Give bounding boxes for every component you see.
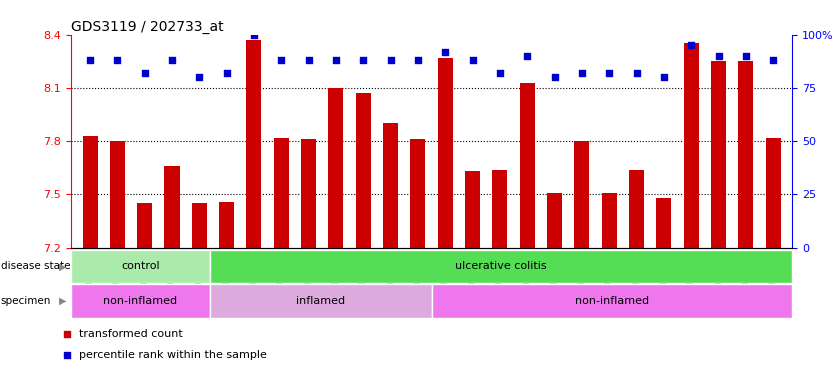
Text: disease state: disease state bbox=[1, 262, 70, 271]
Bar bbox=[601, 193, 616, 248]
Point bbox=[193, 74, 206, 80]
Point bbox=[439, 48, 452, 55]
Point bbox=[411, 57, 425, 63]
Point bbox=[493, 70, 506, 76]
Bar bbox=[410, 139, 425, 248]
Text: non-inflamed: non-inflamed bbox=[103, 296, 178, 306]
Bar bbox=[383, 123, 398, 248]
Point bbox=[357, 57, 370, 63]
Point bbox=[165, 57, 178, 63]
Text: transformed count: transformed count bbox=[79, 329, 183, 339]
Text: ▶: ▶ bbox=[59, 296, 67, 306]
Text: GDS3119 / 202733_at: GDS3119 / 202733_at bbox=[71, 20, 224, 33]
Bar bbox=[520, 83, 535, 248]
Point bbox=[548, 74, 561, 80]
Point bbox=[630, 70, 643, 76]
Point bbox=[766, 57, 780, 63]
Bar bbox=[766, 137, 781, 248]
Bar bbox=[575, 141, 590, 248]
Text: percentile rank within the sample: percentile rank within the sample bbox=[79, 350, 267, 360]
Bar bbox=[465, 171, 480, 248]
Point bbox=[520, 53, 534, 59]
Bar bbox=[492, 170, 507, 248]
Bar bbox=[209, 250, 792, 283]
Bar bbox=[329, 88, 344, 248]
Point bbox=[384, 57, 397, 63]
Bar bbox=[164, 166, 179, 248]
Bar bbox=[110, 141, 125, 248]
Bar bbox=[356, 93, 371, 248]
Point bbox=[466, 57, 480, 63]
Bar bbox=[247, 40, 262, 248]
Point bbox=[248, 31, 261, 38]
Point bbox=[329, 57, 343, 63]
Point bbox=[111, 57, 124, 63]
Bar bbox=[432, 284, 792, 318]
Point bbox=[60, 352, 73, 358]
Bar bbox=[738, 61, 753, 248]
Bar bbox=[684, 43, 699, 248]
Bar bbox=[219, 202, 234, 248]
Point bbox=[83, 57, 97, 63]
Bar bbox=[83, 136, 98, 248]
Point bbox=[657, 74, 671, 80]
Text: inflamed: inflamed bbox=[296, 296, 345, 306]
Bar bbox=[209, 284, 432, 318]
Bar bbox=[301, 139, 316, 248]
Text: specimen: specimen bbox=[1, 296, 51, 306]
Point bbox=[220, 70, 234, 76]
Text: ulcerative colitis: ulcerative colitis bbox=[455, 262, 547, 271]
Point bbox=[602, 70, 615, 76]
Point bbox=[274, 57, 288, 63]
Point bbox=[739, 53, 752, 59]
Point bbox=[302, 57, 315, 63]
Point bbox=[138, 70, 151, 76]
Bar bbox=[656, 198, 671, 248]
Bar bbox=[274, 137, 289, 248]
Point bbox=[685, 42, 698, 48]
Bar bbox=[547, 193, 562, 248]
Text: ▶: ▶ bbox=[59, 262, 67, 271]
Bar bbox=[192, 203, 207, 248]
Point bbox=[575, 70, 589, 76]
Text: control: control bbox=[121, 262, 159, 271]
Bar bbox=[629, 170, 644, 248]
Bar bbox=[137, 203, 152, 248]
Bar bbox=[71, 250, 209, 283]
Bar bbox=[711, 61, 726, 248]
Bar bbox=[71, 284, 209, 318]
Bar bbox=[438, 58, 453, 248]
Point bbox=[60, 331, 73, 337]
Point bbox=[712, 53, 726, 59]
Text: non-inflamed: non-inflamed bbox=[575, 296, 649, 306]
